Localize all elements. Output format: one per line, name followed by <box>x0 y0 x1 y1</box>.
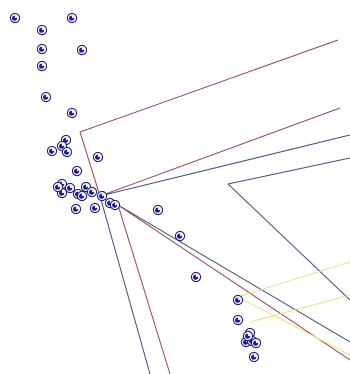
data-point-highlight <box>81 193 84 197</box>
data-point <box>76 190 88 202</box>
blue-frame-line <box>117 204 350 343</box>
data-point-highlight <box>247 333 250 337</box>
data-point-highlight <box>65 137 68 141</box>
data-point <box>36 43 48 55</box>
data-point-highlight <box>61 181 64 185</box>
data-point <box>248 351 260 363</box>
data-point <box>61 146 73 158</box>
data-point <box>190 271 202 283</box>
blue-frame <box>99 134 350 374</box>
yellow-frame <box>237 261 350 356</box>
blue-frame-line <box>227 183 350 301</box>
data-point-highlight <box>14 15 17 19</box>
data-point-highlight <box>237 317 240 321</box>
data-point <box>52 181 64 193</box>
data-point-highlight <box>237 297 240 301</box>
data-point-highlight <box>41 63 45 67</box>
data-point <box>242 330 254 342</box>
data-point <box>9 12 21 24</box>
data-point <box>174 230 186 242</box>
blue-frame-line <box>99 134 350 197</box>
data-point <box>36 60 48 72</box>
data-point-highlight <box>61 143 64 147</box>
data-point-highlight <box>179 233 182 237</box>
red-frame-line <box>79 131 101 197</box>
blue-frame-line <box>227 157 350 185</box>
data-point-highlight <box>51 148 55 152</box>
data-point-highlight <box>69 185 72 189</box>
data-point-highlight <box>85 184 88 188</box>
data-point <box>89 202 101 214</box>
data-point <box>46 145 58 157</box>
red-frame-line <box>79 39 339 133</box>
data-point <box>36 24 48 36</box>
data-point <box>96 190 108 202</box>
data-point-highlight <box>91 189 94 193</box>
data-point-highlight <box>71 15 74 19</box>
data-point-highlight <box>76 168 79 172</box>
red-frame <box>79 39 350 374</box>
yellow-frame-line <box>237 261 350 298</box>
data-point-highlight <box>97 154 100 158</box>
data-point <box>250 337 262 349</box>
data-point-highlight <box>253 354 256 358</box>
data-point-highlight <box>57 184 61 188</box>
data-point <box>70 203 82 215</box>
yellow-frame-line <box>249 294 350 323</box>
red-frame-line <box>117 204 350 361</box>
data-point <box>40 91 52 103</box>
data-point <box>66 107 78 119</box>
data-point-highlight <box>75 206 78 210</box>
data-point <box>232 314 244 326</box>
data-point-highlight <box>45 94 49 98</box>
data-point-highlight <box>81 47 84 51</box>
data-point-highlight <box>195 274 198 278</box>
data-point <box>66 12 78 24</box>
data-point-highlight <box>41 27 45 31</box>
data-point <box>92 151 104 163</box>
data-point <box>109 199 121 211</box>
data-point-highlight <box>71 110 74 114</box>
red-frame-line <box>99 107 341 197</box>
data-point-highlight <box>114 202 117 206</box>
data-point <box>76 44 88 56</box>
data-point-highlight <box>101 193 104 197</box>
data-point-highlight <box>61 190 64 194</box>
data-point-highlight <box>255 340 258 344</box>
point-cluster <box>9 12 262 363</box>
blue-frame-line <box>99 195 151 374</box>
data-point <box>152 204 164 216</box>
yellow-frame-line <box>237 296 350 356</box>
data-point <box>64 182 76 194</box>
data-point-highlight <box>157 207 160 211</box>
data-point-highlight <box>66 149 69 153</box>
data-point <box>71 165 83 177</box>
red-frame-line <box>117 204 171 374</box>
data-point <box>86 186 98 198</box>
data-point-highlight <box>41 46 45 50</box>
data-point <box>232 294 244 306</box>
data-point-highlight <box>94 205 97 209</box>
